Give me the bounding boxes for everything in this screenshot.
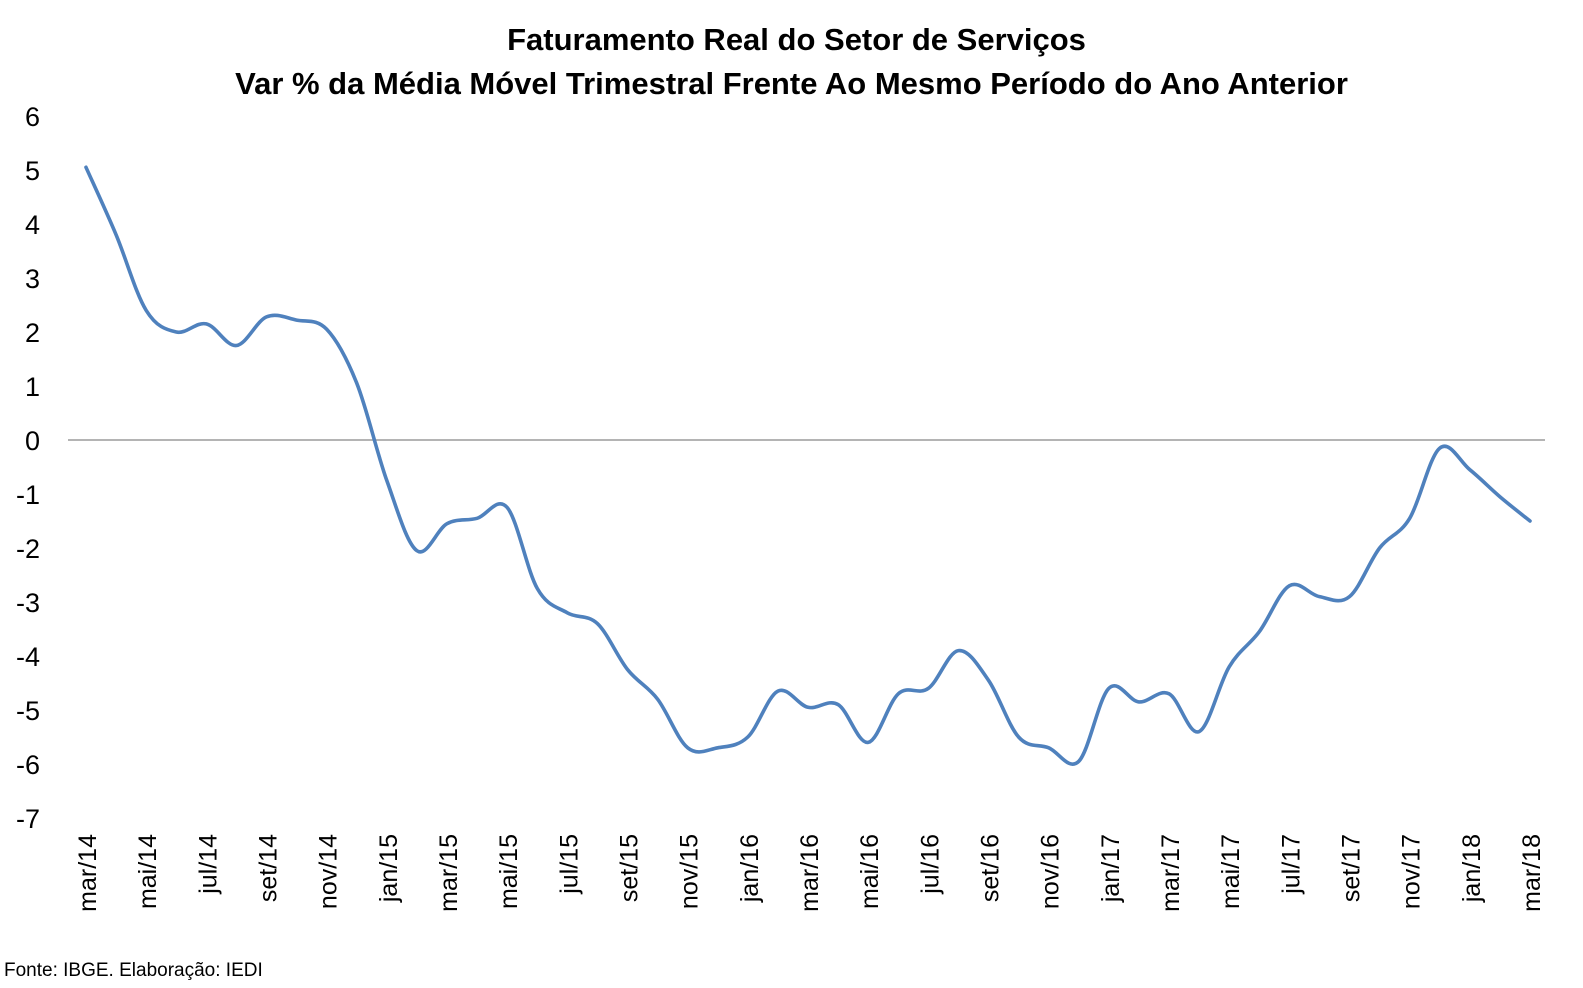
- x-tick-label: jul/16: [916, 834, 944, 895]
- y-tick-label: -1: [16, 480, 40, 510]
- x-tick-label: set/14: [255, 834, 283, 902]
- y-tick-label: -2: [16, 534, 40, 564]
- x-tick-label: nov/16: [1037, 834, 1065, 909]
- x-tick-label: jan/16: [736, 834, 764, 903]
- x-tick-label: mar/17: [1157, 834, 1185, 912]
- y-tick-label: -3: [16, 588, 40, 618]
- series-lines: [84, 165, 1532, 766]
- y-tick-label: 0: [25, 426, 40, 456]
- series-line: [84, 165, 1532, 766]
- x-tick-label: set/16: [977, 834, 1005, 902]
- x-axis-tick-labels: mar/14 mai/14 jul/14 set/14 nov/14 jan/15 mar/…: [74, 834, 1546, 912]
- y-tick-label: 1: [25, 372, 40, 402]
- y-axis-tick-labels: 6 5 4 3 2 1 0 -1 -2 -3 -4 -5 -6 -7: [16, 102, 40, 834]
- x-tick-label: nov/15: [676, 834, 704, 909]
- x-tick-label: jul/17: [1277, 834, 1305, 895]
- x-tick-label: mar/16: [796, 834, 824, 912]
- x-tick-label: set/17: [1338, 834, 1366, 902]
- x-tick-label: nov/14: [315, 834, 343, 909]
- x-tick-label: set/15: [616, 834, 644, 902]
- x-tick-label: mai/14: [134, 834, 162, 909]
- y-tick-label: -4: [16, 642, 40, 672]
- x-tick-label: jan/15: [375, 834, 403, 903]
- x-tick-label: mai/17: [1217, 834, 1245, 909]
- y-tick-label: 5: [25, 156, 40, 186]
- x-tick-label: mai/16: [856, 834, 884, 909]
- x-tick-label: mai/15: [495, 834, 523, 909]
- chart-title-main: Faturamento Real do Setor de Serviços: [507, 22, 1086, 57]
- y-tick-label: 2: [25, 318, 40, 348]
- x-tick-label: nov/17: [1398, 834, 1426, 909]
- x-tick-label: mar/18: [1518, 834, 1546, 912]
- y-tick-label: -7: [16, 804, 40, 834]
- chart-title: Faturamento Real do Setor de Serviços Va…: [0, 18, 1583, 106]
- x-tick-label: jan/17: [1097, 834, 1125, 903]
- x-tick-label: jul/14: [194, 834, 222, 895]
- chart-subtitle: Var % da Média Móvel Trimestral Frente A…: [235, 66, 1348, 101]
- source-note: Fonte: IBGE. Elaboração: IEDI: [4, 960, 263, 981]
- y-tick-label: -6: [16, 750, 40, 780]
- x-tick-label: mar/14: [74, 834, 102, 912]
- y-tick-label: 4: [25, 210, 40, 240]
- y-tick-label: 6: [25, 102, 40, 132]
- y-tick-label: 3: [25, 264, 40, 294]
- y-tick-label: -5: [16, 696, 40, 726]
- x-tick-label: jul/15: [555, 834, 583, 895]
- x-tick-label: mar/15: [435, 834, 463, 912]
- x-tick-label: jan/18: [1458, 834, 1486, 903]
